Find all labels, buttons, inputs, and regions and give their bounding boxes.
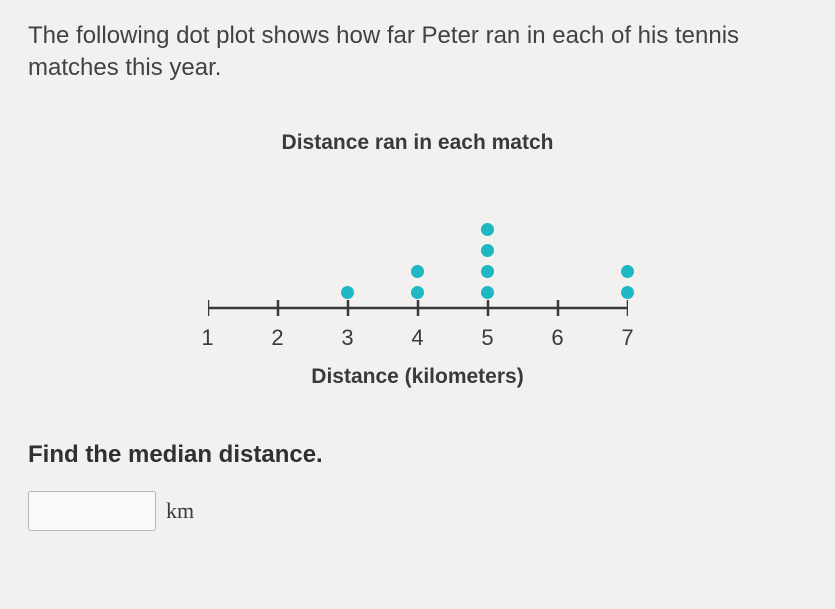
dot-stacks [208,179,628,299]
answer-unit: km [166,498,194,524]
answer-row: km [28,491,807,531]
dot [621,286,634,299]
dot [411,286,424,299]
dot [481,244,494,257]
dot [481,286,494,299]
tick-label: 7 [621,325,633,351]
x-axis [208,299,628,317]
tick-label: 5 [481,325,493,351]
tick-label: 4 [411,325,423,351]
dot-stack [341,286,354,299]
tick-labels: 1234567 [208,325,628,353]
plot-title: Distance ran in each match [28,131,807,155]
dot [341,286,354,299]
dot-stack [481,223,494,299]
dot-stack [411,265,424,299]
answer-input[interactable] [28,491,156,531]
tick-label: 1 [201,325,213,351]
tick-label: 6 [551,325,563,351]
dot [411,265,424,278]
x-axis-label: Distance (kilometers) [208,365,628,389]
dot [481,265,494,278]
dot [481,223,494,236]
dot-stack [621,265,634,299]
tick-label: 3 [341,325,353,351]
intro-text: The following dot plot shows how far Pet… [28,20,807,85]
dot-plot: Distance ran in each match 1 2 3 4 5 6 7 Dista… [28,131,807,389]
dot [621,265,634,278]
question-prompt: Find the median distance. [28,441,807,469]
tick-label: 2 [271,325,283,351]
